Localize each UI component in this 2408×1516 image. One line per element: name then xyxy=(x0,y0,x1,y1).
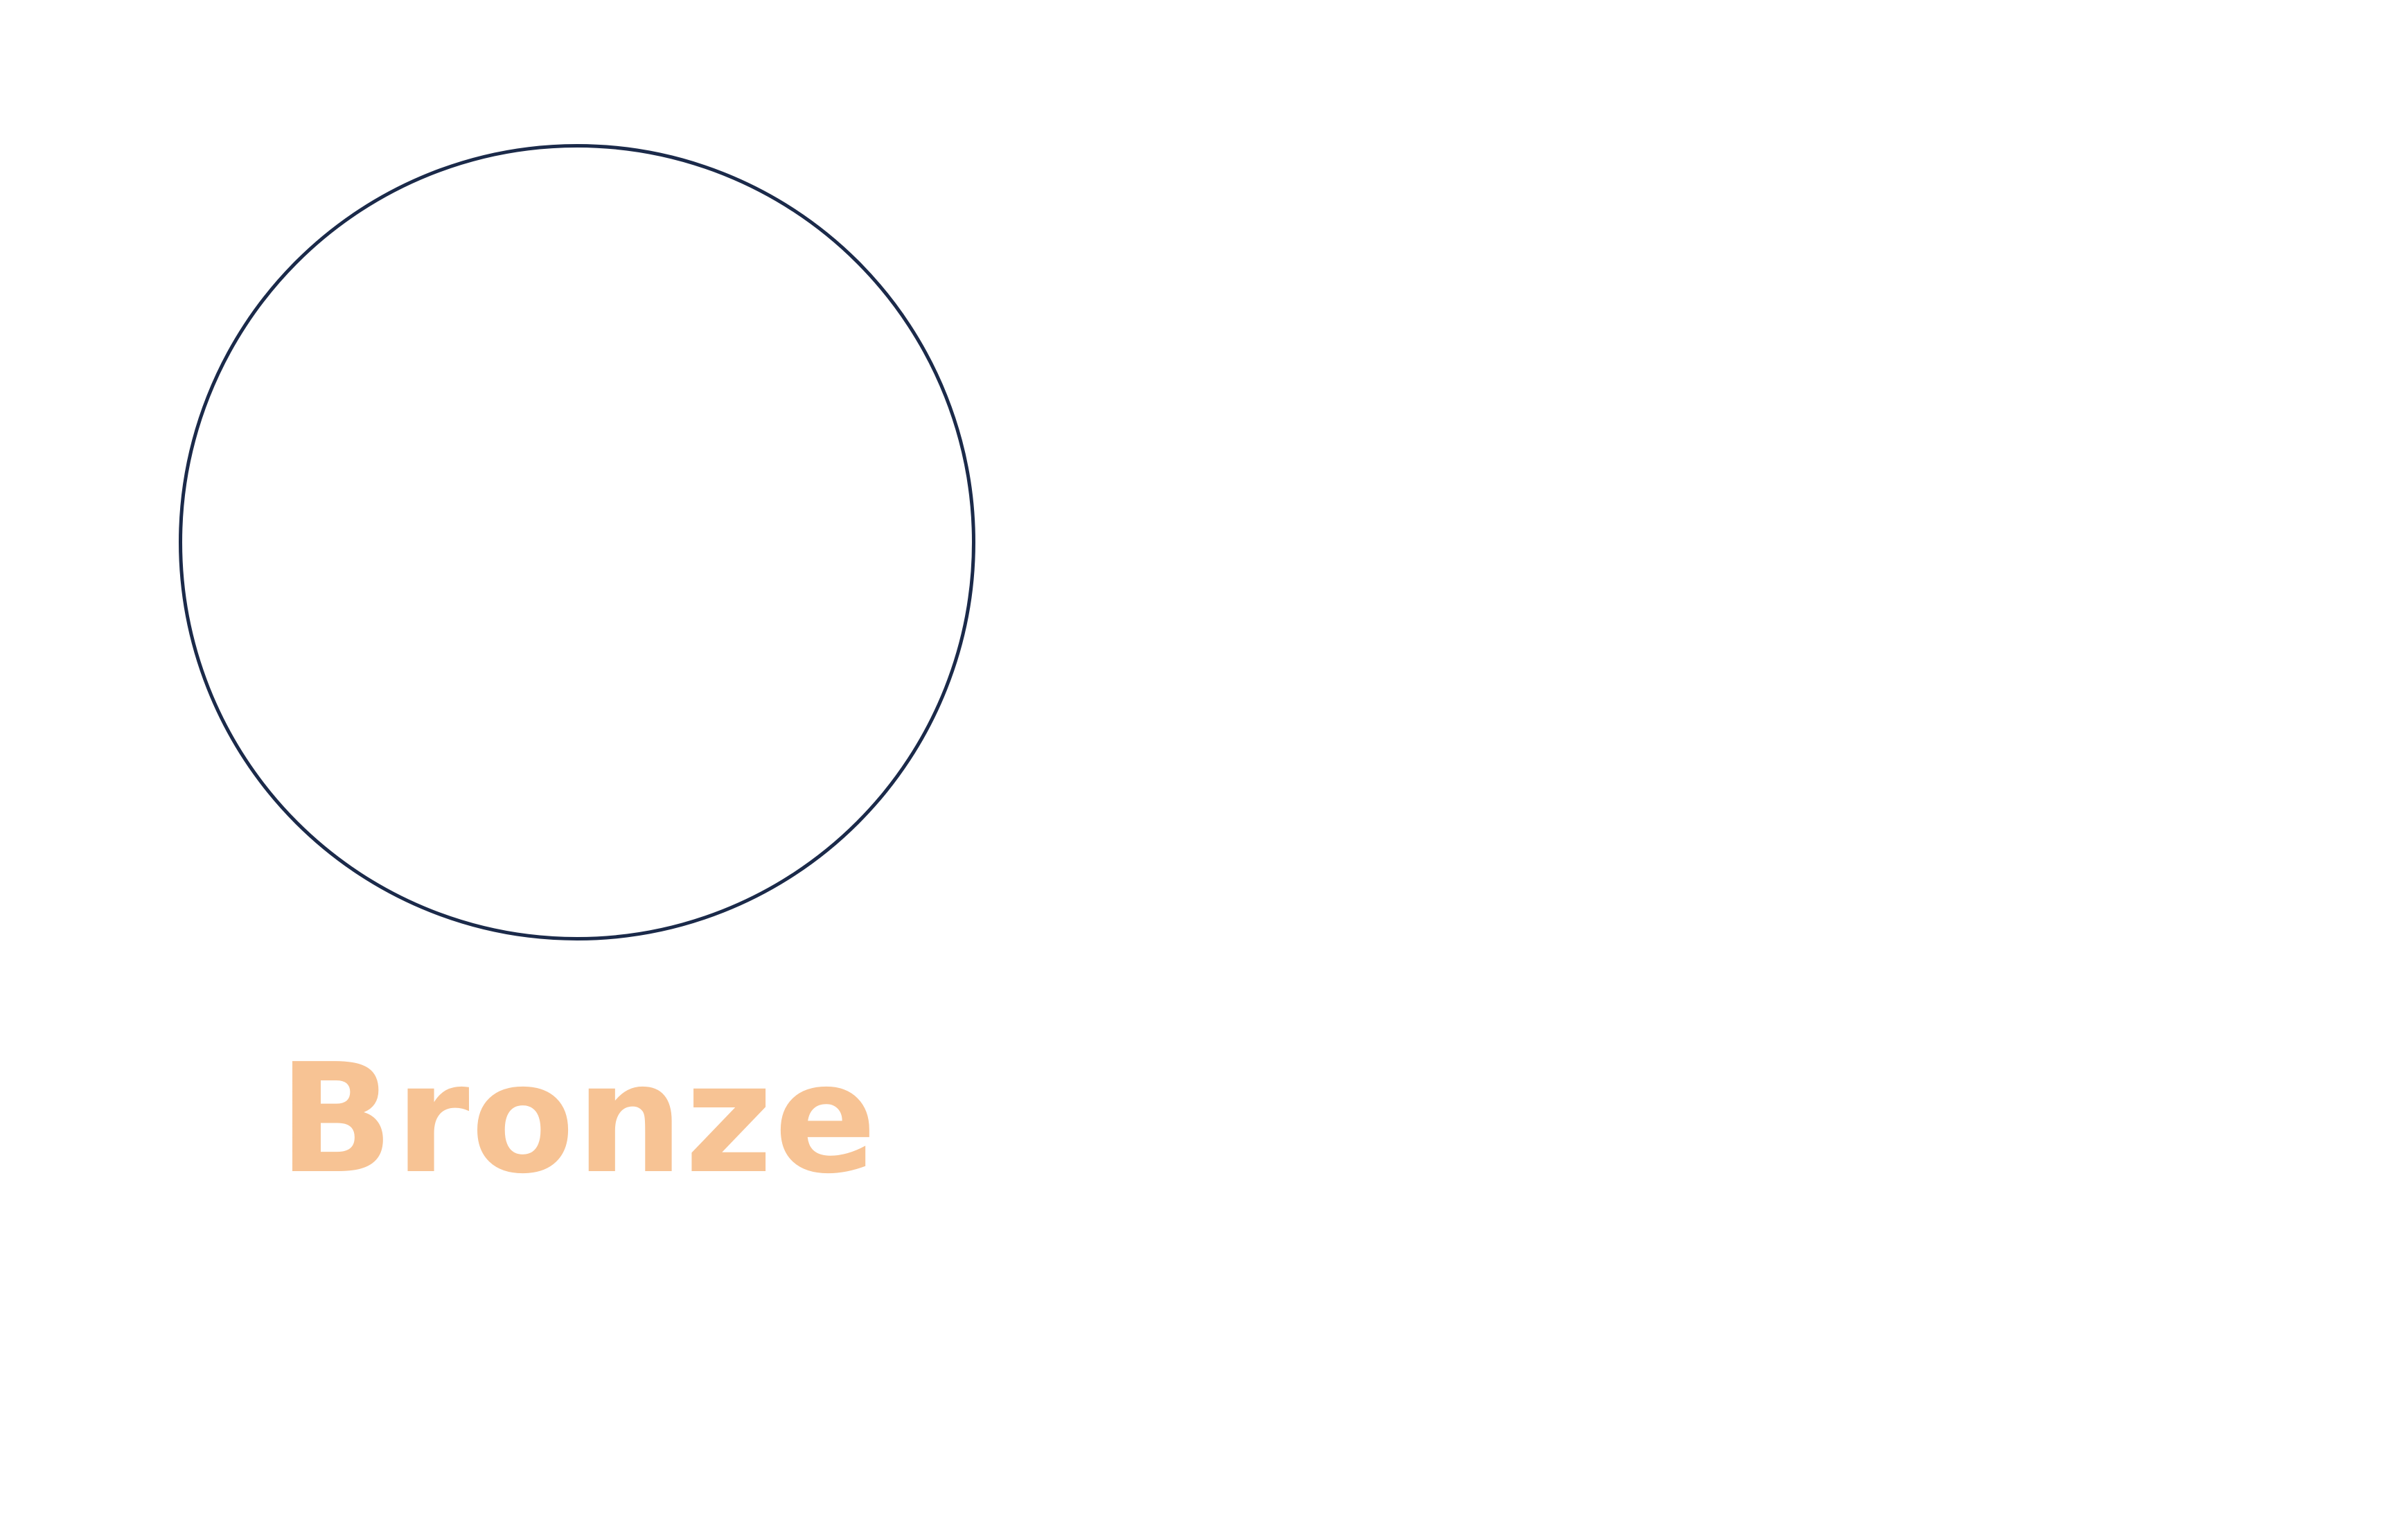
tier-label: Bronze xyxy=(278,1032,878,1207)
badge-circle-outline xyxy=(179,144,975,940)
